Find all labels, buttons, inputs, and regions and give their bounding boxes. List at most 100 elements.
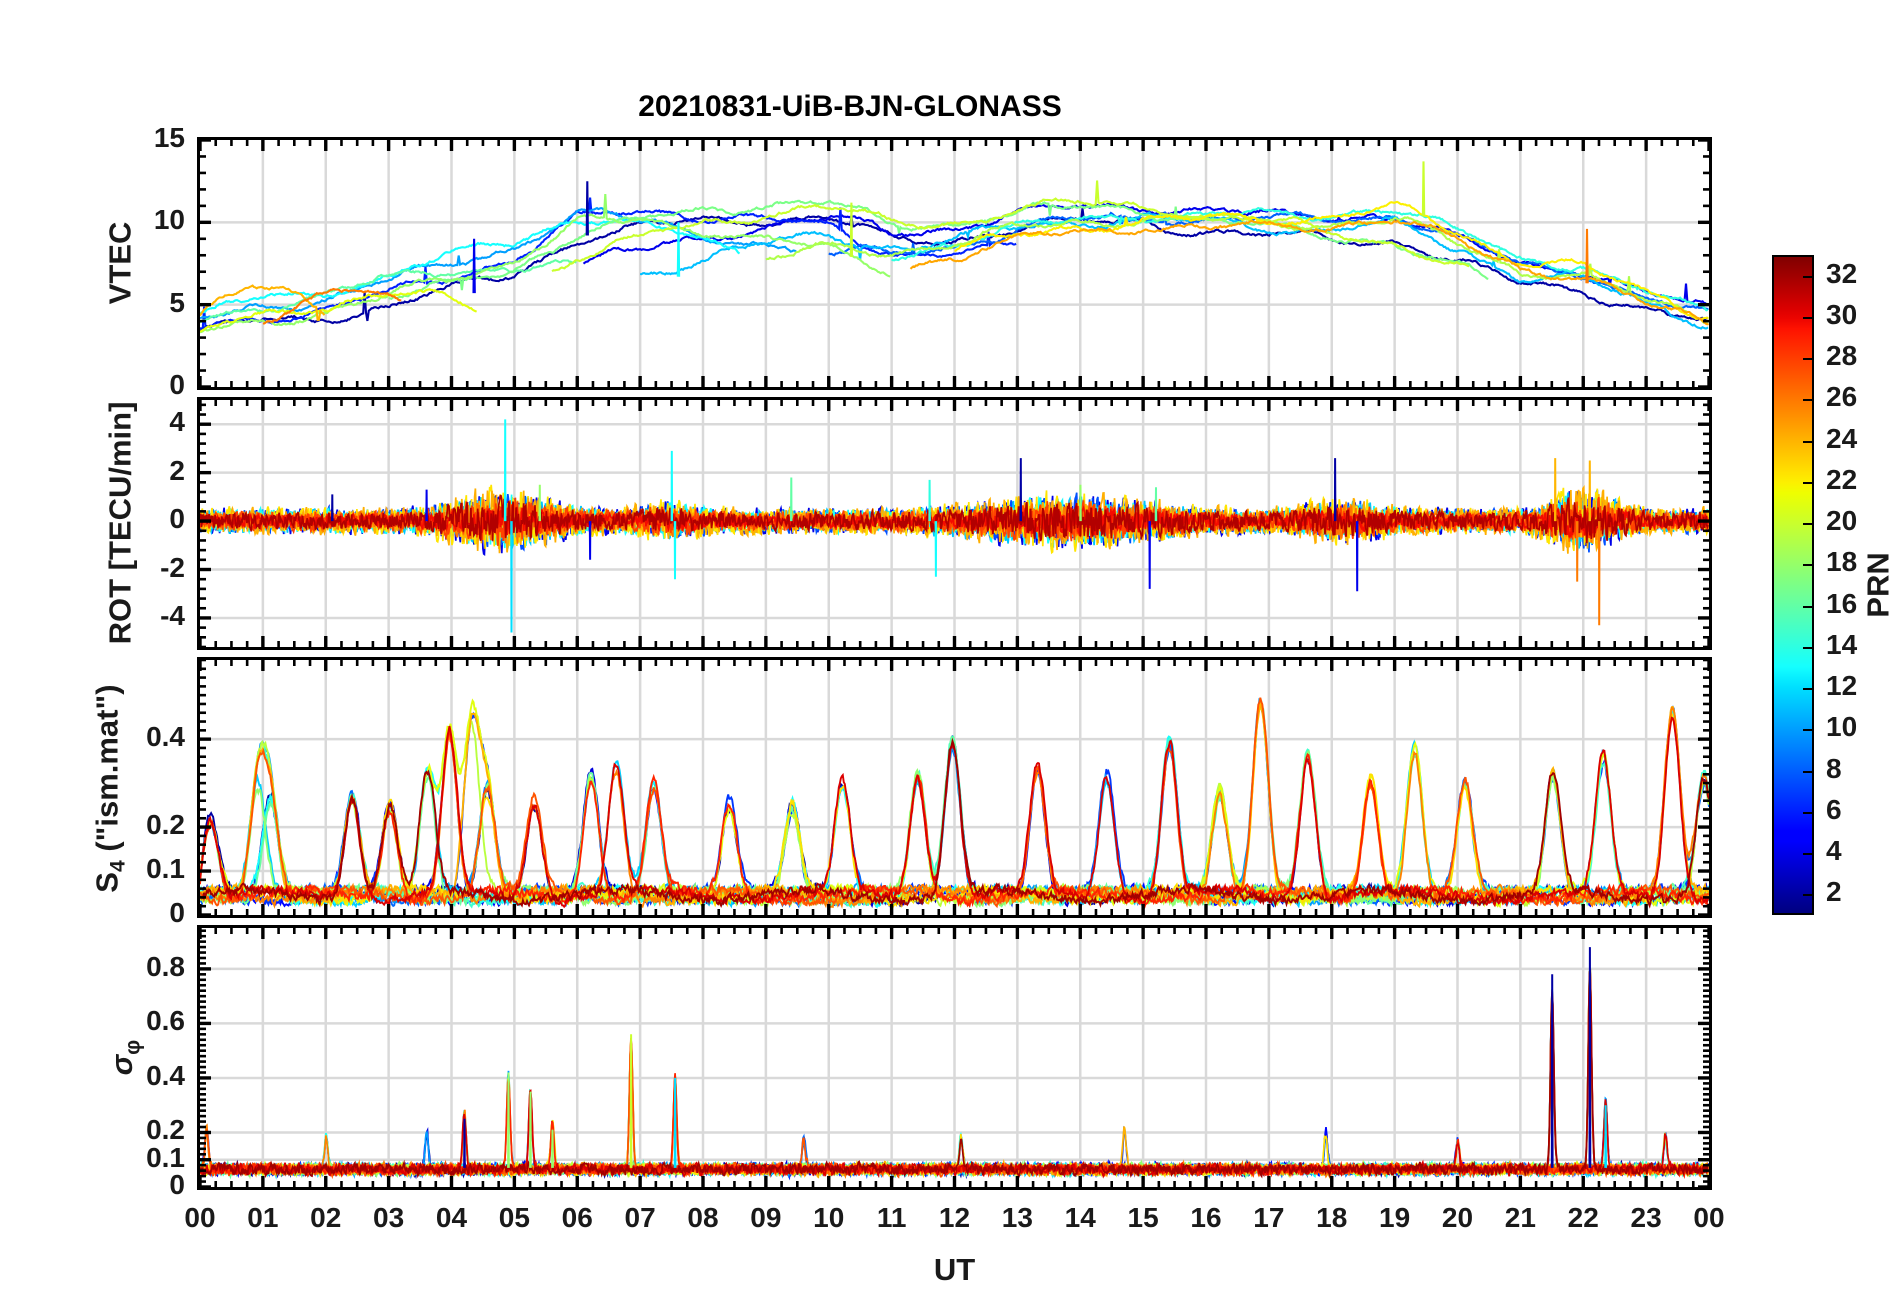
y-tick-label-s4: 0.1 bbox=[146, 853, 185, 885]
data-trace bbox=[1333, 458, 1337, 522]
data-trace bbox=[200, 284, 326, 322]
colorbar-tick-label: 26 bbox=[1826, 381, 1858, 413]
data-trace bbox=[507, 1072, 510, 1168]
x-tick-label: 23 bbox=[1630, 1202, 1662, 1233]
colorbar-tick-label: 24 bbox=[1826, 422, 1858, 454]
data-trace bbox=[954, 200, 1709, 321]
data-trace bbox=[538, 484, 541, 522]
data-traces-sigmaphi bbox=[200, 947, 1709, 1181]
y-tick-label-vtec: 5 bbox=[169, 286, 185, 318]
y-axis-label-s4: S4 ("ism.mat") bbox=[89, 683, 130, 893]
x-tick-label: 14 bbox=[1064, 1202, 1096, 1233]
plot-area-s4 bbox=[200, 660, 1709, 915]
x-tick-label: 00 bbox=[184, 1202, 216, 1233]
colorbar-tick-label: 2 bbox=[1826, 876, 1842, 908]
y-axis-label-sigma-phi: σφ bbox=[104, 1039, 145, 1075]
data-trace bbox=[262, 287, 402, 325]
y-tick-label-s4: 0.4 bbox=[146, 721, 185, 753]
data-trace bbox=[585, 181, 589, 236]
data-trace bbox=[331, 494, 334, 522]
data-trace bbox=[1585, 228, 1589, 284]
colorbar-tick-mark bbox=[1803, 688, 1813, 691]
data-trace bbox=[1604, 1105, 1607, 1168]
data-trace bbox=[1588, 947, 1592, 1168]
x-tick-label: 11 bbox=[876, 1202, 907, 1233]
tick-marks bbox=[200, 928, 1709, 1187]
data-trace bbox=[891, 206, 1709, 312]
data-trace bbox=[928, 479, 931, 522]
colorbar-tick-mark bbox=[1803, 523, 1813, 526]
plot-panel-sigmaphi bbox=[197, 925, 1712, 1190]
x-tick-label: 07 bbox=[624, 1202, 656, 1233]
data-trace bbox=[1421, 161, 1426, 216]
colorbar-tick-label: 6 bbox=[1826, 793, 1842, 825]
tick-marks bbox=[200, 400, 1709, 647]
data-trace bbox=[676, 222, 681, 277]
data-trace bbox=[200, 697, 1709, 909]
x-tick-label: 20 bbox=[1441, 1202, 1474, 1233]
data-trace bbox=[1554, 458, 1557, 522]
colorbar-tick-label: 18 bbox=[1826, 546, 1858, 578]
data-trace bbox=[828, 210, 1709, 311]
y-axis-label-rot: ROT [TECU/min] bbox=[101, 401, 137, 645]
y-tick-label-rot: -4 bbox=[160, 599, 185, 631]
colorbar-tick-mark bbox=[1803, 853, 1813, 856]
colorbar-tick-mark bbox=[1803, 316, 1813, 319]
x-tick-label: 13 bbox=[1001, 1202, 1033, 1233]
y-tick-label-sigmaphi: 0.2 bbox=[146, 1114, 185, 1146]
y-tick-label-s4: 0 bbox=[169, 897, 185, 928]
y-tick-label-s4: 0.2 bbox=[146, 809, 185, 841]
figure-title: 20210831-UiB-BJN-GLONASS bbox=[638, 90, 1062, 123]
data-trace bbox=[673, 521, 677, 580]
x-tick-label: 15 bbox=[1127, 1202, 1159, 1233]
colorbar-tick-mark bbox=[1803, 399, 1813, 402]
y-tick-label-sigmaphi: 0.8 bbox=[146, 950, 185, 982]
data-trace bbox=[629, 1034, 633, 1168]
data-trace bbox=[1148, 521, 1151, 589]
plot-area-sigmaphi bbox=[200, 928, 1709, 1187]
data-traces-rot bbox=[200, 419, 1709, 633]
x-tick-label: 01 bbox=[247, 1202, 279, 1233]
data-trace bbox=[670, 450, 674, 522]
colorbar-tick-label: 8 bbox=[1826, 752, 1842, 784]
gridlines bbox=[200, 660, 1709, 915]
plot-panel-rot bbox=[197, 397, 1712, 650]
data-trace bbox=[1550, 974, 1554, 1168]
colorbar-tick-label: 28 bbox=[1826, 340, 1858, 372]
x-tick-label: 16 bbox=[1190, 1202, 1222, 1233]
colorbar-tick-mark bbox=[1803, 358, 1813, 361]
data-trace bbox=[849, 202, 854, 257]
data-trace bbox=[200, 287, 478, 333]
data-trace bbox=[388, 199, 1489, 300]
colorbar-tick-label: 22 bbox=[1826, 463, 1858, 495]
x-tick-label: 02 bbox=[310, 1202, 342, 1233]
data-trace bbox=[200, 206, 797, 320]
data-trace bbox=[909, 219, 1709, 326]
data-trace bbox=[588, 521, 592, 560]
data-trace bbox=[200, 968, 1709, 1179]
y-tick-label-rot: 0 bbox=[169, 503, 185, 535]
colorbar-tick-label: 4 bbox=[1826, 835, 1842, 867]
x-tick-label: 03 bbox=[373, 1202, 405, 1233]
y-tick-label-rot: 2 bbox=[169, 454, 185, 486]
data-trace bbox=[1079, 484, 1082, 522]
colorbar-tick-mark bbox=[1803, 564, 1813, 567]
data-trace bbox=[673, 1077, 677, 1168]
data-trace bbox=[472, 238, 476, 294]
x-tick-label: 09 bbox=[750, 1202, 782, 1233]
x-tick-label: 22 bbox=[1567, 1202, 1599, 1233]
colorbar bbox=[1772, 255, 1814, 915]
x-tick-label: 10 bbox=[813, 1202, 845, 1233]
plot-panel-vtec bbox=[197, 137, 1712, 390]
tick-marks bbox=[200, 140, 1709, 387]
data-trace bbox=[551, 180, 1470, 273]
x-tick-label: 12 bbox=[938, 1202, 971, 1233]
x-tick-label: 18 bbox=[1316, 1202, 1348, 1233]
y-tick-label-vtec: 10 bbox=[153, 204, 185, 236]
data-trace bbox=[425, 489, 428, 522]
x-tick-label: 08 bbox=[687, 1202, 719, 1233]
data-trace bbox=[200, 217, 741, 315]
data-trace bbox=[1154, 487, 1158, 522]
y-tick-label-sigmaphi: 0 bbox=[169, 1169, 185, 1200]
plot-area-rot bbox=[200, 400, 1709, 647]
